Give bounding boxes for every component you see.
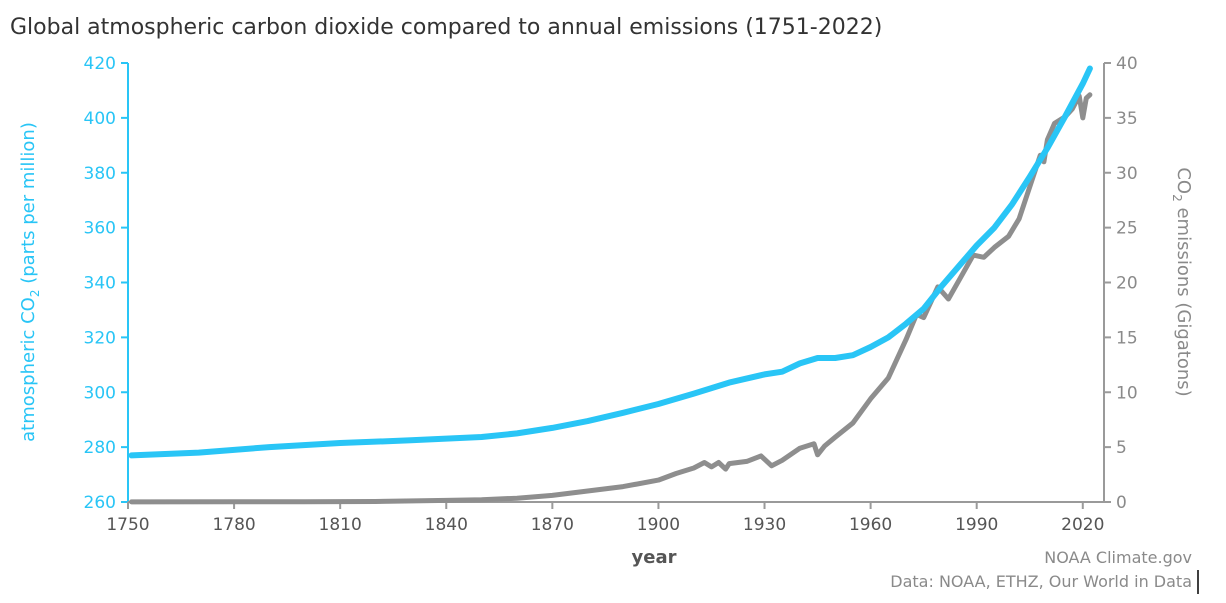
y-left-tick-label: 320 <box>84 328 116 348</box>
y-right-tick-label: 25 <box>1116 219 1138 239</box>
x-tick-label: 1930 <box>743 515 786 535</box>
co2-concentration-line <box>128 65 1093 459</box>
credit-line-2: Data: NOAA, ETHZ, Our World in Data <box>890 572 1192 591</box>
y-left-tick-label: 280 <box>84 438 116 458</box>
y-left-tick-label: 340 <box>84 274 116 294</box>
x-tick-label: 1840 <box>425 515 468 535</box>
right-ticks: 0 5 10 15 20 25 30 35 40 <box>1104 54 1138 513</box>
x-tick-label: 1870 <box>531 515 574 535</box>
x-tick-label: 2020 <box>1061 515 1104 535</box>
y-left-tick-label: 400 <box>84 109 116 129</box>
y-axis-right-label: CO2 emissions (Gigatons) <box>1170 167 1194 396</box>
x-ticks: 1750 1780 1810 1840 1870 1900 1930 1960 1990 2020 <box>106 502 1104 535</box>
y-left-tick-label: 300 <box>84 383 116 403</box>
y-left-tick-label: 420 <box>84 54 116 74</box>
y-right-tick-label: 40 <box>1116 54 1138 74</box>
y-left-tick-label: 360 <box>84 219 116 239</box>
y-right-tick-label: 5 <box>1116 438 1127 458</box>
y-right-tick-label: 10 <box>1116 383 1138 403</box>
y-right-tick-label: 15 <box>1116 328 1138 348</box>
y-right-tick-label: 30 <box>1116 164 1138 184</box>
y-axis-left-label: atmospheric CO2 (parts per million) <box>18 122 42 442</box>
x-tick-label: 1900 <box>637 515 680 535</box>
x-tick-label: 1750 <box>106 515 149 535</box>
co2-emissions-line <box>129 92 1093 505</box>
x-tick-label: 1780 <box>212 515 255 535</box>
series-group <box>128 65 1093 505</box>
y-left-tick-label: 260 <box>84 493 116 513</box>
y-right-tick-label: 20 <box>1116 274 1138 294</box>
x-tick-label: 1960 <box>849 515 892 535</box>
credit-line-1: NOAA Climate.gov <box>1044 548 1192 567</box>
y-right-tick-label: 0 <box>1116 493 1127 513</box>
x-tick-label: 1990 <box>955 515 998 535</box>
y-right-tick-label: 35 <box>1116 109 1138 129</box>
x-axis-label: year <box>632 547 677 568</box>
chart-title: Global atmospheric carbon dioxide compar… <box>10 15 882 40</box>
left-ticks: 260 280 300 320 340 360 380 400 420 <box>84 54 128 513</box>
y-left-tick-label: 380 <box>84 164 116 184</box>
x-tick-label: 1810 <box>319 515 362 535</box>
